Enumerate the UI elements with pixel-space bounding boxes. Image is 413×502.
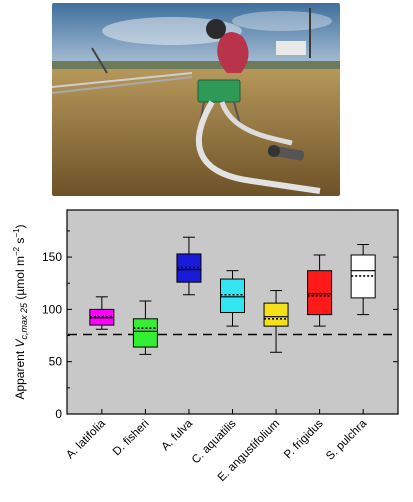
ylabel-units-sup1: −2	[12, 246, 21, 256]
box-body	[220, 278, 245, 314]
box-body	[263, 302, 289, 327]
x-tick-label: A. latifolia	[64, 417, 108, 461]
y-axis-label: Apparent Vc,max 25 (µmol m−2 s−1)	[12, 224, 29, 399]
y-tick-label: 0	[55, 407, 62, 421]
x-tick-label: A. fulva	[159, 417, 195, 453]
ylabel-units-mid: s	[13, 238, 27, 247]
box-body	[307, 270, 333, 316]
box-2	[132, 300, 158, 355]
box-6	[307, 254, 333, 327]
field-photo	[52, 3, 340, 196]
boxes-group	[89, 236, 376, 355]
ylabel-prefix: Apparent	[13, 348, 27, 400]
box-4	[220, 270, 245, 327]
x-tick-label: S. pulchra	[324, 417, 370, 463]
y-tick-label: 100	[42, 302, 62, 316]
ylabel-units-end: )	[13, 224, 27, 228]
field-photo-graphic	[52, 3, 340, 196]
ylabel-sub: c,max 25	[19, 302, 29, 340]
box-5	[263, 290, 289, 353]
ylabel-v: V	[13, 339, 27, 348]
box-3	[176, 236, 202, 296]
ylabel-units: (µmol m	[13, 256, 27, 303]
y-tick-label: 50	[49, 355, 63, 369]
box-7	[350, 244, 376, 316]
x-tick-label: P. frigidus	[282, 417, 326, 461]
ylabel-units-sup2: −1	[12, 228, 21, 238]
box-1	[89, 296, 115, 330]
box-body	[132, 318, 158, 348]
x-tick-label: D. fisheri	[111, 418, 152, 459]
y-tick-label: 150	[42, 250, 62, 264]
y-axis: 0 50 100 150	[42, 230, 398, 421]
